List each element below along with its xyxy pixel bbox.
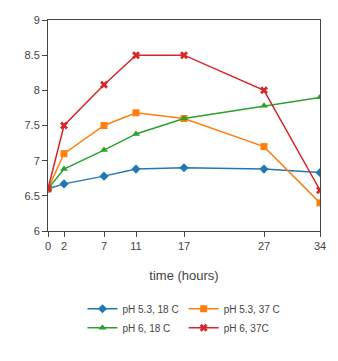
svg-text:7.5: 7.5 <box>25 119 40 131</box>
svg-text:34: 34 <box>314 240 326 252</box>
svg-text:6.5: 6.5 <box>25 190 40 202</box>
svg-text:time (hours): time (hours) <box>149 268 218 283</box>
svg-text:pH 5.3, 37 C: pH 5.3, 37 C <box>224 304 280 315</box>
svg-text:0: 0 <box>45 240 51 252</box>
svg-text:pH 6, 37C: pH 6, 37C <box>224 323 269 334</box>
svg-text:7: 7 <box>34 155 40 167</box>
svg-text:11: 11 <box>130 240 141 252</box>
svg-text:9: 9 <box>34 14 40 26</box>
svg-text:pH 6, 18 C: pH 6, 18 C <box>123 323 171 334</box>
svg-text:8.5: 8.5 <box>25 49 40 61</box>
svg-text:17: 17 <box>178 240 190 252</box>
svg-text:8: 8 <box>34 84 40 96</box>
svg-text:7: 7 <box>101 240 107 252</box>
svg-text:2: 2 <box>61 240 67 252</box>
svg-text:27: 27 <box>258 240 270 252</box>
svg-text:6: 6 <box>34 225 40 237</box>
svg-text:pH 5.3, 18 C: pH 5.3, 18 C <box>123 304 179 315</box>
